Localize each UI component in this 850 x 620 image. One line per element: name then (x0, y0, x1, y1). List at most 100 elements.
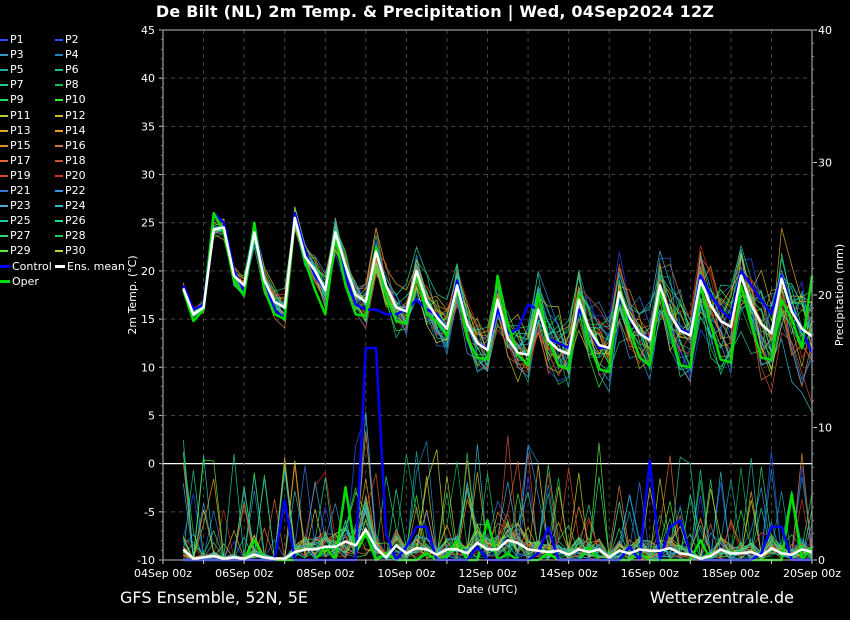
legend-item: P27 (0, 228, 31, 243)
legend-item: P17 (0, 153, 31, 168)
y-tick-label: 25 (141, 217, 155, 230)
x-tick-label: 18Sep 00z (702, 567, 760, 580)
y-tick-label: 15 (141, 313, 155, 326)
legend-swatch (55, 190, 63, 192)
legend-item: P22 (55, 183, 86, 198)
ens-mean-precip-line (182, 528, 813, 560)
legend-swatch (0, 235, 8, 238)
legend-item: P2 (55, 32, 79, 47)
legend-label: Control (12, 259, 52, 273)
legend-swatch (0, 144, 8, 147)
legend-swatch (55, 250, 63, 253)
legend-label: P28 (65, 229, 86, 243)
legend-label: P27 (10, 229, 31, 243)
legend-item: P26 (55, 213, 86, 228)
y2-tick-label: 10 (818, 422, 832, 435)
legend-swatch (0, 280, 10, 284)
legend-swatch (0, 205, 8, 208)
legend-label: P25 (10, 214, 31, 228)
legend-label: Oper (12, 274, 39, 288)
legend-swatch (0, 114, 8, 117)
legend-swatch (55, 54, 63, 57)
legend-item: P1 (0, 32, 24, 47)
legend-label: P7 (10, 78, 24, 92)
legend-swatch (55, 39, 63, 41)
ens-mean-temp-line (182, 216, 813, 356)
legend-swatch (55, 174, 63, 177)
legend-swatch (0, 159, 8, 162)
legend-swatch (0, 39, 8, 41)
y2-tick-label: 0 (818, 554, 825, 567)
legend-label: P8 (65, 78, 79, 92)
legend-item: Control (0, 259, 52, 274)
legend-label: P18 (65, 153, 86, 167)
legend-item: P28 (55, 228, 86, 243)
y-tick-label: 0 (148, 458, 155, 471)
legend-item: P13 (0, 123, 31, 138)
legend-item: P14 (55, 123, 86, 138)
legend-item: P10 (55, 92, 86, 107)
legend-swatch (55, 69, 63, 72)
y2-tick-label: 30 (818, 157, 832, 170)
legend-item: P5 (0, 62, 24, 77)
y-tick-label: 35 (141, 120, 155, 133)
x-axis-label: Date (UTC) (457, 583, 517, 596)
legend-swatch (0, 265, 10, 268)
chart-title: De Bilt (NL) 2m Temp. & Precipitation | … (155, 2, 715, 21)
legend-item: P21 (0, 183, 31, 198)
legend-label: P22 (65, 184, 86, 197)
legend-label: P17 (10, 153, 31, 167)
legend-item: P3 (0, 47, 24, 62)
legend-label: P3 (10, 48, 24, 62)
legend-swatch (0, 250, 8, 253)
legend-swatch (55, 235, 63, 238)
y-tick-label: 20 (141, 265, 155, 278)
legend-label: P19 (10, 168, 31, 182)
x-tick-label: 04Sep 00z (134, 567, 192, 580)
legend-swatch (0, 99, 8, 102)
legend-swatch (0, 69, 8, 72)
y-tick-label: -10 (137, 554, 155, 567)
legend-swatch (55, 114, 63, 117)
legend-label: P16 (65, 138, 86, 152)
legend-label: P21 (10, 184, 31, 197)
y-tick-label: 5 (148, 409, 155, 422)
legend-label: P11 (10, 108, 31, 122)
legend-item: P12 (55, 108, 86, 123)
y-tick-label: 10 (141, 361, 155, 374)
legend-item: P6 (55, 62, 79, 77)
legend-item: P20 (55, 168, 86, 183)
y2-tick-label: 40 (818, 24, 832, 37)
legend-swatch (0, 54, 8, 57)
axes: 45 40 35 30 25 20 15 10 5 0 -5 -10 40 30 20 10 0 04Sep 00… (126, 24, 846, 596)
legend-label: P15 (10, 138, 31, 152)
highlight-lines (182, 211, 814, 562)
legend-item: P18 (55, 153, 86, 168)
y-tick-label: 40 (141, 72, 155, 85)
legend-label: P20 (65, 168, 86, 182)
y-tick-label: 45 (141, 24, 155, 37)
legend-label: P5 (10, 63, 24, 77)
legend-swatch (0, 190, 8, 192)
model-info: GFS Ensemble, 52N, 5E (120, 588, 308, 607)
legend-label: P26 (65, 214, 86, 228)
legend-swatch (0, 220, 8, 223)
legend-item: P8 (55, 77, 79, 92)
member-temp-line (182, 216, 813, 366)
x-tick-label: 14Sep 00z (540, 567, 598, 580)
legend-item: P30 (55, 243, 86, 258)
legend-swatch (0, 129, 8, 132)
legend-label: Ens. mean (67, 259, 125, 273)
legend-label: P1 (10, 33, 24, 46)
legend-swatch (55, 220, 63, 223)
legend-swatch (55, 129, 63, 132)
legend-swatch (0, 84, 8, 87)
x-tick-label: 10Sep 00z (377, 567, 435, 580)
legend-swatch (55, 99, 63, 102)
x-tick-label: 08Sep 00z (296, 567, 354, 580)
legend-swatch (55, 84, 63, 87)
legend-item: P9 (0, 92, 24, 107)
legend-label: P30 (65, 244, 86, 258)
source-credit: Wetterzentrale.de (649, 588, 794, 607)
